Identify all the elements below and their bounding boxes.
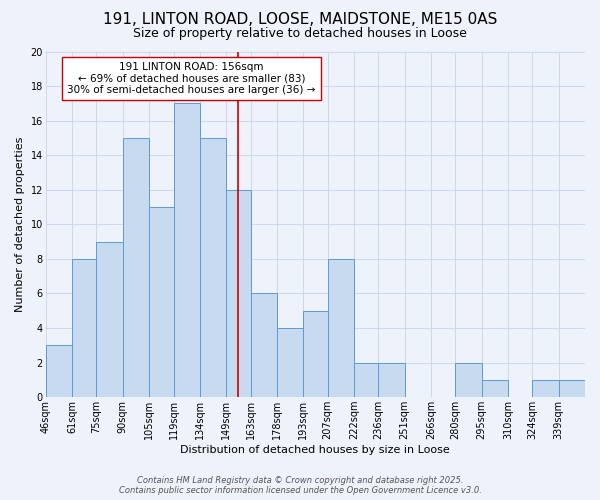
Bar [251, 294, 277, 397]
Bar [559, 380, 585, 397]
Text: 191 LINTON ROAD: 156sqm
← 69% of detached houses are smaller (83)
30% of semi-de: 191 LINTON ROAD: 156sqm ← 69% of detache… [67, 62, 316, 95]
Y-axis label: Number of detached properties: Number of detached properties [15, 136, 25, 312]
Bar [149, 207, 173, 397]
Bar [303, 310, 328, 397]
Text: Contains HM Land Registry data © Crown copyright and database right 2025.
Contai: Contains HM Land Registry data © Crown c… [119, 476, 481, 495]
Bar [482, 380, 508, 397]
Bar [328, 259, 354, 397]
Bar [455, 362, 482, 397]
Bar [200, 138, 226, 397]
Bar [173, 104, 200, 397]
X-axis label: Distribution of detached houses by size in Loose: Distribution of detached houses by size … [181, 445, 450, 455]
Bar [46, 346, 72, 397]
Bar [72, 259, 97, 397]
Bar [532, 380, 559, 397]
Bar [226, 190, 251, 397]
Bar [97, 242, 123, 397]
Bar [379, 362, 404, 397]
Bar [277, 328, 303, 397]
Bar [354, 362, 379, 397]
Text: 191, LINTON ROAD, LOOSE, MAIDSTONE, ME15 0AS: 191, LINTON ROAD, LOOSE, MAIDSTONE, ME15… [103, 12, 497, 28]
Text: Size of property relative to detached houses in Loose: Size of property relative to detached ho… [133, 28, 467, 40]
Bar [123, 138, 149, 397]
